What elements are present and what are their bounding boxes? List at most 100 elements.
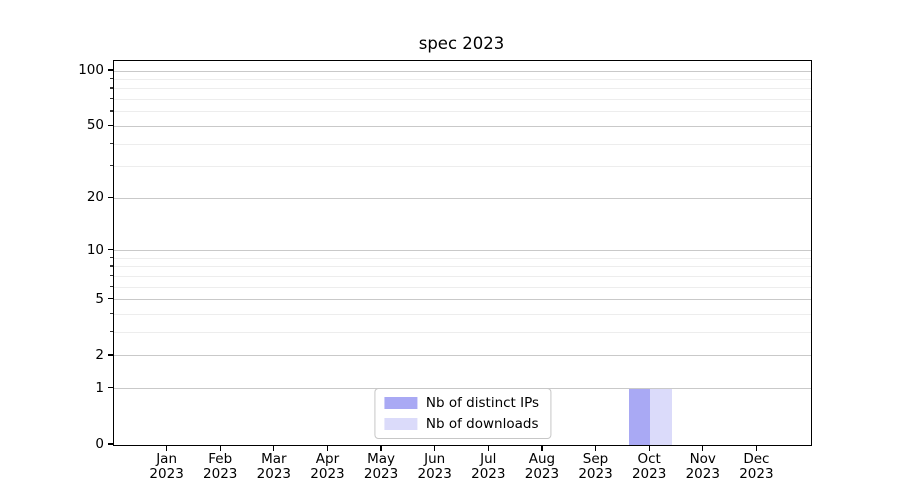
- legend: Nb of distinct IPs Nb of downloads: [373, 388, 552, 439]
- gridline-minor: [114, 286, 811, 288]
- x-tick-label: Oct 2023: [617, 452, 681, 482]
- gridline-minor: [114, 99, 811, 101]
- x-tick-label: Jul 2023: [456, 452, 520, 482]
- bar-nb-of-distinct-ips: [628, 388, 651, 445]
- x-tick-year: 2023: [685, 466, 720, 482]
- y-tick-mark: [108, 443, 113, 445]
- x-tick-month: Nov: [689, 451, 716, 467]
- x-tick-mark: [326, 445, 329, 451]
- x-tick-year: 2023: [417, 466, 452, 482]
- x-tick-month: Mar: [261, 451, 287, 467]
- legend-swatch: [383, 418, 417, 430]
- gridline-major: [114, 299, 811, 301]
- y-tick-label: 0: [95, 436, 104, 452]
- x-tick-mark: [487, 445, 489, 451]
- x-tick-year: 2023: [578, 466, 613, 482]
- y-minor-tick-mark: [110, 165, 113, 167]
- x-tick-year: 2023: [149, 466, 184, 482]
- y-tick-mark: [108, 387, 113, 389]
- gridline-major: [114, 125, 811, 127]
- gridline-minor: [114, 314, 811, 316]
- x-tick-label: Nov 2023: [671, 452, 735, 482]
- x-tick-month: Oct: [637, 451, 661, 467]
- x-tick-label: Jun 2023: [403, 452, 467, 482]
- x-tick-year: 2023: [363, 466, 399, 482]
- y-tick-mark: [108, 196, 113, 198]
- x-tick-month: Sep: [582, 451, 609, 467]
- y-tick-label: 100: [78, 62, 104, 78]
- x-tick-label: May 2023: [349, 452, 413, 482]
- gridline-major: [114, 355, 811, 357]
- y-minor-tick-mark: [110, 285, 113, 287]
- x-tick-mark: [219, 445, 221, 451]
- x-tick-month: Apr: [315, 451, 340, 467]
- y-minor-tick-mark: [110, 87, 113, 89]
- gridline-minor: [114, 257, 811, 259]
- gridline-minor: [114, 143, 811, 145]
- plot-area: Nb of distinct IPs Nb of downloads: [113, 60, 812, 446]
- x-tick-mark: [380, 445, 382, 451]
- y-tick-mark: [108, 354, 113, 356]
- y-tick-label: 2: [95, 346, 104, 363]
- x-tick-year: 2023: [631, 466, 667, 482]
- gridline-minor: [114, 275, 811, 277]
- legend-label: Nb of downloads: [425, 416, 539, 432]
- x-tick-mark: [434, 445, 436, 451]
- x-tick-label: Mar 2023: [242, 452, 306, 482]
- y-tick-label: 50: [86, 117, 104, 134]
- x-tick-year: 2023: [739, 466, 774, 482]
- y-tick-label: 1: [95, 379, 104, 396]
- gridline-minor: [114, 111, 811, 113]
- gridline-minor: [114, 78, 811, 80]
- x-tick-month: Jul: [480, 451, 497, 467]
- gridline-major: [114, 70, 811, 72]
- x-tick-label: Apr 2023: [295, 452, 359, 482]
- y-minor-tick-mark: [110, 256, 113, 259]
- y-minor-tick-mark: [110, 142, 113, 144]
- gridline-major: [114, 197, 811, 199]
- legend-label: Nb of distinct IPs: [425, 395, 540, 411]
- y-minor-tick-mark: [110, 265, 113, 267]
- x-tick-month: Feb: [208, 451, 233, 467]
- x-tick-label: Sep 2023: [564, 452, 628, 482]
- x-tick-year: 2023: [310, 466, 345, 482]
- x-tick-year: 2023: [203, 466, 238, 482]
- x-tick-month: Dec: [743, 451, 770, 467]
- y-minor-tick-mark: [110, 331, 113, 333]
- y-minor-tick-mark: [110, 274, 113, 277]
- bar-nb-of-downloads: [650, 388, 672, 445]
- x-tick-mark: [594, 445, 597, 451]
- y-minor-tick-mark: [110, 77, 113, 80]
- y-minor-tick-mark: [110, 98, 113, 100]
- gridline-minor: [114, 332, 811, 334]
- y-tick-mark: [108, 69, 113, 71]
- x-tick-year: 2023: [524, 466, 560, 482]
- x-tick-year: 2023: [471, 466, 506, 482]
- y-tick-mark: [108, 124, 113, 126]
- x-tick-mark: [273, 445, 275, 451]
- x-tick-label: Feb 2023: [188, 452, 252, 482]
- x-tick-mark: [648, 445, 650, 451]
- legend-row: Nb of distinct IPs: [383, 395, 540, 411]
- x-tick-mark: [702, 445, 704, 451]
- y-minor-tick-mark: [110, 313, 113, 315]
- plot-content: [114, 61, 811, 445]
- x-tick-label: Aug 2023: [510, 452, 574, 482]
- gridline-minor: [114, 166, 811, 168]
- y-tick-label: 5: [95, 290, 104, 307]
- x-tick-label: Dec 2023: [724, 452, 788, 482]
- gridline-major: [114, 250, 811, 252]
- x-tick-year: 2023: [256, 466, 292, 482]
- x-tick-month: Jun: [424, 451, 446, 467]
- y-tick-mark: [108, 298, 113, 300]
- y-tick-label: 10: [86, 241, 104, 258]
- y-minor-tick-mark: [110, 110, 113, 112]
- gridline-minor: [114, 266, 811, 268]
- y-tick-mark: [108, 249, 113, 251]
- x-tick-month: May: [367, 451, 396, 467]
- x-tick-label: Jan 2023: [135, 452, 199, 482]
- chart-title: spec 2023: [418, 34, 505, 53]
- y-tick-label: 20: [86, 189, 104, 206]
- x-tick-month: Aug: [528, 451, 556, 467]
